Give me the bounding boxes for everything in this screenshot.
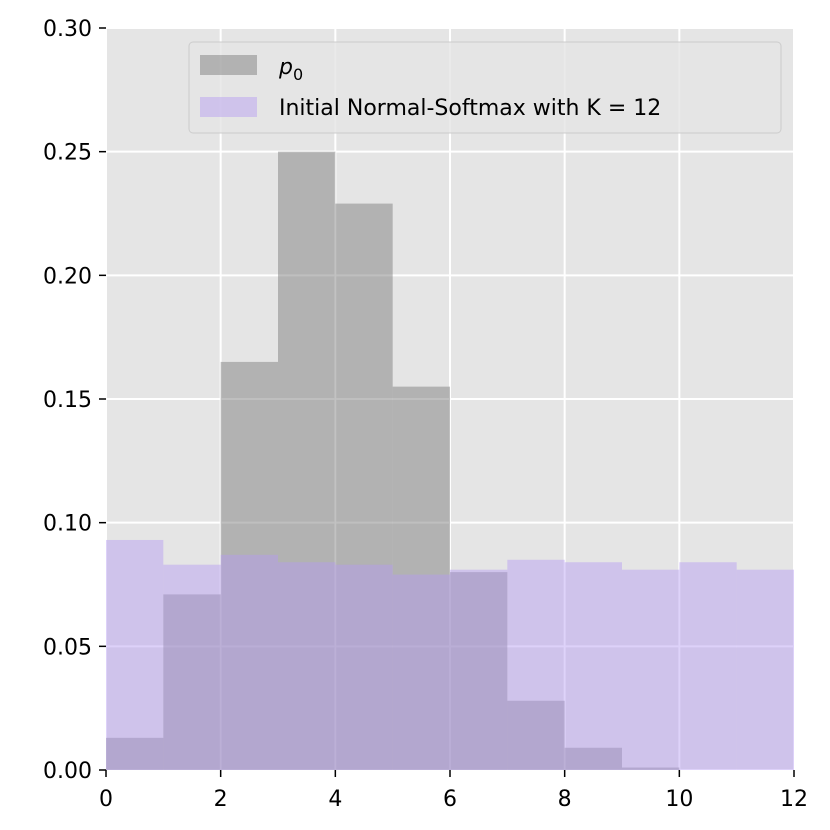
bar-series-1-bin-3 [278,562,336,770]
bar-series-1-bin-8 [564,562,622,770]
bar-series-0-bin-7 [507,700,565,770]
bar-series-0-bin-1 [163,594,221,770]
x-tick-label: 12 [780,787,808,812]
bar-series-1-bin-1 [163,564,221,770]
bar-series-1-bin-11 [736,569,794,770]
series-1 [106,539,794,770]
bar-series-0-bin-0 [106,737,164,770]
bar-series-0-bin-6 [450,572,508,770]
bar-series-1-bin-0 [106,539,164,770]
y-tick-label: 0.00 [43,759,92,784]
legend-label-normal-softmax: Initial Normal-Softmax with K = 12 [279,96,661,121]
legend-swatch-normal-softmax [200,97,257,117]
bar-series-1-bin-6 [450,569,508,770]
bar-series-0-bin-8 [564,747,622,770]
y-tick-label: 0.15 [43,388,92,413]
legend: p0 Initial Normal-Softmax with K = 12 [188,41,782,134]
bar-series-1-bin-10 [679,562,737,770]
bar-series-1-bin-9 [622,569,680,770]
bar-series-0-bin-2 [220,361,278,770]
bar-series-0-bin-4 [335,203,393,770]
y-tick-label: 0.30 [43,17,92,42]
bar-series-0-bin-9 [622,767,680,770]
x-tick-label: 2 [214,787,228,812]
legend-swatch-p0 [200,55,257,75]
bar-series-1-bin-2 [220,554,278,770]
bar-series-0-bin-3 [278,151,336,770]
legend-box [188,41,782,134]
bar-series-1-bin-5 [392,574,450,770]
y-tick-label: 0.20 [43,264,92,289]
y-tick-label: 0.25 [43,141,92,166]
x-tick-label: 0 [99,787,113,812]
bar-series-1-bin-4 [335,564,393,770]
axes: 0 2 4 6 8 10 12 0.00 0.05 0.10 0.15 0.20 0.25 0.30 [43,17,808,812]
legend-label-p0: p0 [278,55,303,84]
y-tick-label: 0.05 [43,635,92,660]
x-tick-label: 10 [665,787,693,812]
x-tick-label: 4 [328,787,342,812]
y-tick-label: 0.10 [43,512,92,537]
series-0 [106,151,680,770]
bar-series-0-bin-5 [392,386,450,770]
histogram-bars [106,151,794,770]
x-tick-label: 6 [443,787,457,812]
bar-series-1-bin-7 [507,559,565,770]
x-tick-label: 8 [558,787,572,812]
